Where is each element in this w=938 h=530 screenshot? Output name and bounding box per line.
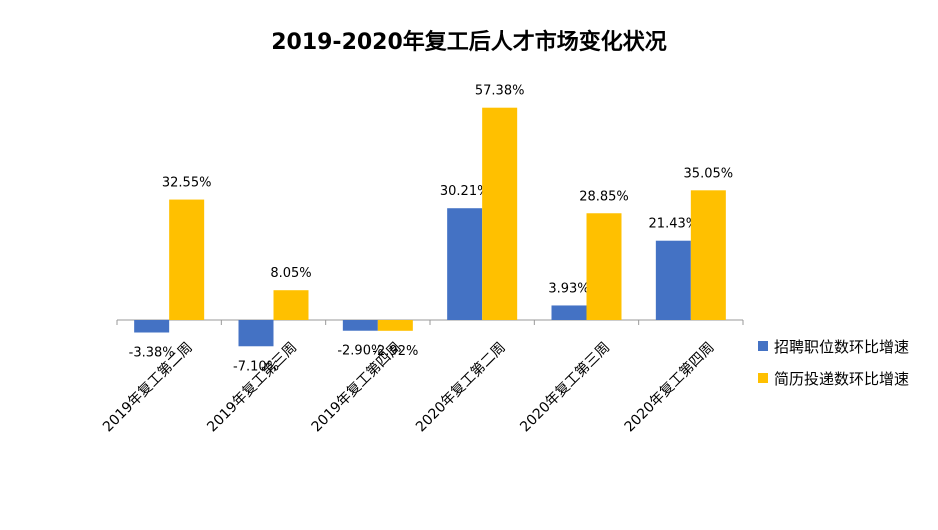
bar (377, 320, 413, 331)
bar (551, 305, 587, 320)
data-label: 28.85% (579, 189, 629, 204)
x-tick-label: 2020年复工第四周 (621, 339, 718, 436)
data-label: 32.55% (162, 176, 212, 191)
legend-label-series-1: 招聘职位数环比增速 (774, 337, 910, 356)
bar (482, 107, 518, 320)
data-label: -7.10% (233, 359, 279, 374)
bar (655, 240, 691, 320)
data-label: 21.43% (649, 217, 699, 232)
legend-label-series-2: 简历投递数环比增速 (774, 369, 910, 388)
bar (273, 290, 309, 320)
bar (238, 320, 274, 347)
data-label: -3.38% (129, 346, 175, 361)
bar (134, 320, 170, 333)
data-label: 3.93% (548, 281, 589, 296)
data-label: 8.05% (270, 266, 311, 281)
bar (447, 208, 483, 320)
data-label: 30.21% (440, 184, 490, 199)
legend-item-series-1: 招聘职位数环比增速 (758, 336, 909, 356)
x-tick-label: 2020年复工第三周 (517, 339, 614, 436)
data-label: -2.90% (337, 344, 383, 359)
x-tick-label: 2020年复工第二周 (412, 339, 509, 436)
x-tick-label: 2019年复工第三周 (204, 339, 301, 436)
bar (169, 199, 205, 320)
legend-swatch-series-1 (758, 341, 768, 351)
legend: 招聘职位数环比增速 简历投递数环比增速 (758, 336, 909, 400)
bar (342, 320, 378, 331)
data-label: 35.05% (684, 166, 734, 181)
bar (586, 213, 622, 320)
bar (690, 190, 726, 320)
chart-title: 2019-2020年复工后人才市场变化状况 (271, 30, 667, 55)
data-label: -2.92% (372, 344, 418, 359)
data-label: 57.38% (475, 84, 525, 99)
legend-item-series-2: 简历投递数环比增速 (758, 368, 909, 388)
legend-swatch-series-2 (758, 373, 768, 383)
